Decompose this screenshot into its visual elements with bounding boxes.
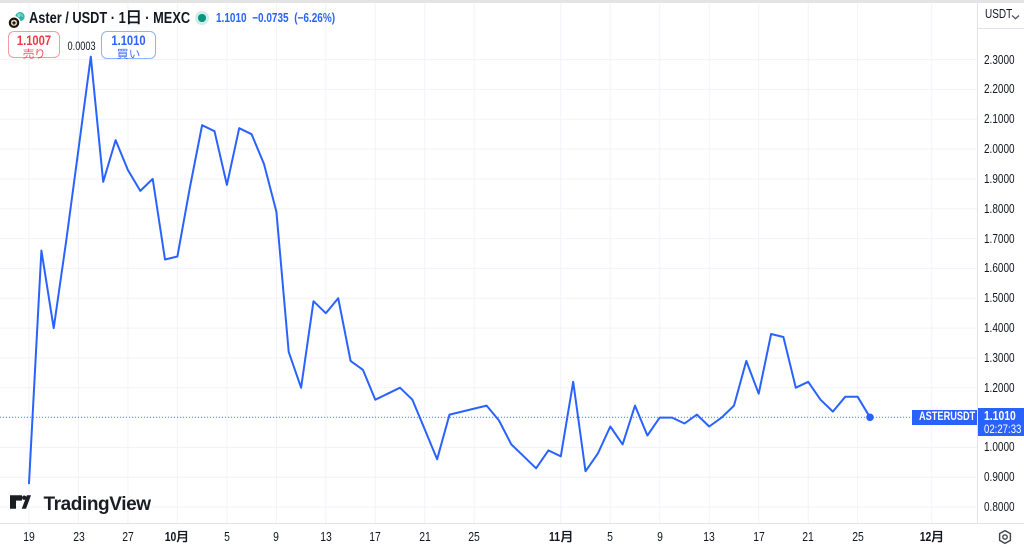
time-tick-label: 25 [468, 529, 480, 544]
time-tick-label: 5 [223, 529, 230, 544]
sell-price: 1.1007 [16, 32, 52, 48]
currency-label: USDT [985, 7, 1013, 21]
price-tick-label: 1.7000 [984, 231, 1015, 246]
price-line-series [28, 55, 871, 485]
price-tick-label: 1.3000 [984, 350, 1015, 365]
price-tick-label: 1.8000 [984, 201, 1015, 216]
pair-logo-icon [7, 12, 25, 30]
time-tick-label: 10 [165, 529, 190, 544]
price-tick-label: 1.0000 [984, 440, 1015, 455]
buy-button[interactable]: 1.1010 [101, 31, 156, 61]
last-price-value: 1.1010 [984, 408, 1016, 423]
price-tick-label: 1.9000 [984, 171, 1015, 186]
time-tick-label: 27 [122, 529, 134, 544]
tradingview-logo-text: TradingView [43, 494, 151, 515]
sell-button[interactable]: 1.1007 [8, 31, 60, 61]
time-tick-label: 12 [920, 529, 945, 544]
price-tick-label: 2.1000 [984, 112, 1015, 127]
time-tick-label: 13 [320, 529, 332, 544]
last-price: 1.1010 [216, 11, 247, 25]
time-tick-label: 11 [549, 529, 573, 544]
floating-series-label: ASTERUSDT [912, 410, 977, 425]
time-tick-label: 9 [656, 529, 663, 544]
tradingview-logo-icon [10, 495, 31, 509]
sell-label [14, 48, 54, 61]
price-tick-label: 1.5000 [984, 291, 1015, 306]
time-tick-label: 25 [851, 529, 864, 544]
grid-lines [0, 3, 977, 523]
spread-value: 0.0003 [61, 41, 103, 53]
series-label-text: ASTERUSDT [919, 411, 976, 423]
price-change: −0.0735 [252, 11, 289, 25]
time-tick-label: 23 [72, 529, 85, 544]
price-tick-label: 1.2000 [984, 380, 1015, 395]
status-core [198, 14, 206, 22]
symbol-title[interactable]: Aster / USDT · 1 · MEXC [29, 10, 191, 27]
last-point-marker [866, 413, 874, 422]
price-tick-label: 0.9000 [984, 470, 1015, 485]
price-tick-label: 2.0000 [984, 142, 1015, 157]
time-axis[interactable]: 19 23 27 10 5 9 13 17 21 25 11 5 9 13 17 21 25 12 [0, 523, 1024, 552]
axis-settings-gear-icon[interactable] [997, 529, 1013, 545]
price-tick-label: 1.6000 [984, 261, 1015, 276]
time-tick-label: 17 [369, 529, 382, 544]
time-tick-label: 21 [802, 529, 814, 544]
last-price-axis-label: 1.1010 02:27:33 [978, 408, 1024, 436]
price-change-row: 1.1010 −0.0735 (−6.26%) [216, 11, 335, 26]
time-tick-label: 19 [23, 529, 35, 544]
chevron-down-icon [1011, 14, 1020, 20]
time-tick-label: 9 [273, 529, 280, 544]
price-tick-label: 2.3000 [984, 52, 1015, 67]
price-axis[interactable] [977, 3, 1024, 552]
tradingview-logo[interactable]: TradingView [10, 495, 151, 515]
spread-text: 0.0003 [67, 41, 97, 53]
bar-countdown: 02:27:33 [984, 422, 1022, 436]
market-status-icon[interactable] [195, 11, 209, 25]
buy-price: 1.1010 [111, 32, 146, 48]
time-tick-label: 5 [607, 529, 614, 544]
time-tick-label: 17 [752, 529, 765, 544]
price-tick-label: 2.2000 [984, 82, 1015, 97]
buy-label [107, 48, 149, 61]
time-tick-label: 13 [703, 529, 715, 544]
price-axis-currency-selector[interactable]: USDT [978, 3, 1024, 29]
price-tick-label: 0.8000 [984, 500, 1015, 514]
top-strip [0, 0, 1024, 3]
price-change-percent: (−6.26%) [294, 11, 336, 25]
price-tick-label: 1.4000 [984, 321, 1015, 336]
time-tick-label: 21 [419, 529, 431, 544]
